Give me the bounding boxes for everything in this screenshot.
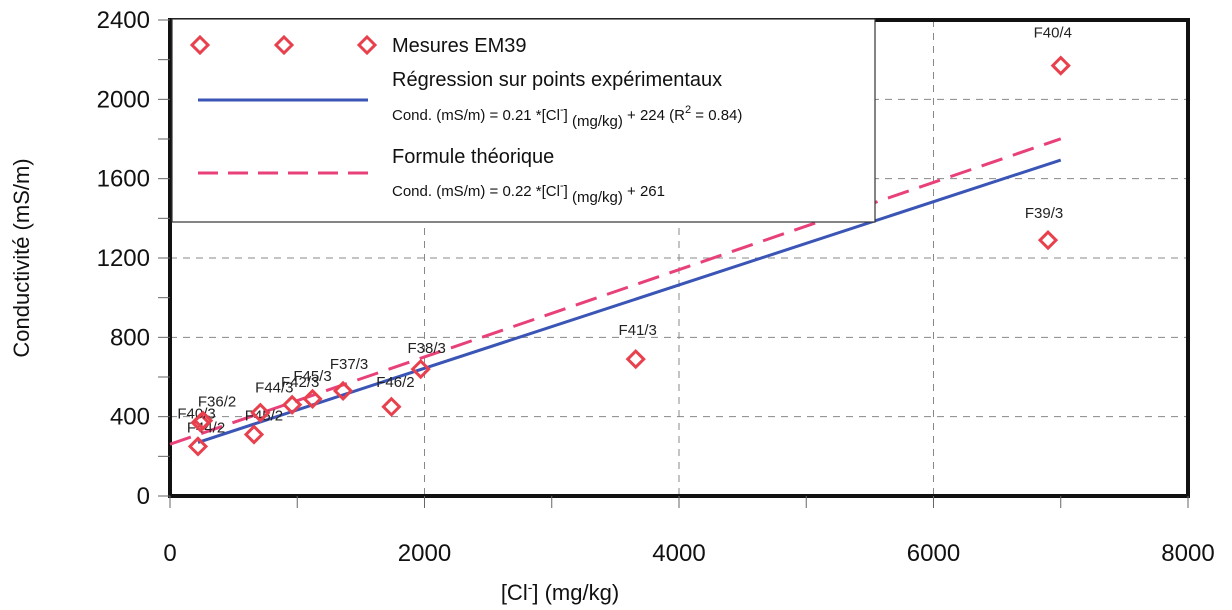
data-point bbox=[250, 402, 271, 423]
y-tick-label: 800 bbox=[110, 324, 150, 351]
point-label: F41/3 bbox=[619, 322, 657, 339]
data-point bbox=[1050, 55, 1071, 76]
y-tick-label: 1600 bbox=[97, 166, 150, 193]
point-label: F42/3 bbox=[281, 374, 319, 391]
data-point bbox=[625, 349, 646, 370]
y-tick-label: 2400 bbox=[97, 7, 150, 34]
legend-marker-3 bbox=[356, 34, 378, 56]
data-point bbox=[192, 410, 214, 431]
x-tick-label: 0 bbox=[163, 540, 176, 567]
legend: Mesures EM39 Régression sur points expér… bbox=[171, 18, 876, 223]
point-label: F46/2 bbox=[376, 374, 414, 391]
legend-marker-2 bbox=[273, 34, 295, 56]
data-point bbox=[243, 424, 265, 445]
x-tick-label: 6000 bbox=[907, 540, 960, 567]
data-point bbox=[410, 358, 431, 380]
data-point bbox=[187, 436, 209, 457]
legend-box bbox=[171, 18, 876, 223]
data-points: F44/2F40/3F36/2F45/2F44/3F42/3F45/3F37/3… bbox=[177, 25, 1072, 457]
point-label: F45/3 bbox=[293, 368, 331, 385]
series-lines bbox=[169, 137, 1062, 446]
x-tick-label: 4000 bbox=[652, 540, 705, 567]
point-label: F39/3 bbox=[1025, 205, 1063, 222]
x-tick-label: 8000 bbox=[1161, 540, 1214, 567]
point-label: F44/3 bbox=[255, 380, 293, 397]
point-label: F38/3 bbox=[408, 340, 446, 357]
y-axis-title: Conductivité (mS/m) bbox=[9, 158, 34, 357]
point-label: F40/4 bbox=[1034, 25, 1072, 42]
legend-regression-equation: Cond. (mS/m) = 0.21 *[Cl-] (mg/kg) + 224… bbox=[392, 104, 742, 130]
theory-line bbox=[169, 137, 1062, 446]
legend-regression-label: Régression sur points expérimentaux bbox=[392, 69, 722, 91]
legend-marker-1 bbox=[189, 34, 211, 56]
y-tick-label: 2000 bbox=[97, 86, 150, 113]
point-label: F37/3 bbox=[330, 356, 368, 373]
legend-markers-sample bbox=[189, 34, 378, 56]
y-tick-label: 1200 bbox=[97, 245, 150, 272]
point-label: F36/2 bbox=[198, 394, 236, 411]
data-point bbox=[1037, 230, 1059, 251]
regression-line bbox=[197, 158, 1062, 444]
point-label: F40/3 bbox=[177, 406, 215, 423]
x-axis-title: [Cl-] (mg/kg) bbox=[501, 579, 619, 605]
data-point bbox=[302, 388, 323, 409]
data-point bbox=[282, 394, 303, 415]
axis-ticks: 0 2000 4000 6000 8000 0 400 800 1200 1600 2000 2400 bbox=[97, 7, 1215, 567]
data-point bbox=[381, 396, 402, 417]
legend-markers-label: Mesures EM39 bbox=[392, 35, 527, 57]
y-tick-label: 0 bbox=[137, 483, 150, 510]
data-point bbox=[332, 380, 354, 402]
legend-theory-equation: Cond. (mS/m) = 0.22 *[Cl-] (mg/kg) + 261 bbox=[392, 180, 665, 206]
y-tick-label: 400 bbox=[110, 404, 150, 431]
legend-theory-label: Formule théorique bbox=[392, 146, 554, 168]
x-tick-label: 2000 bbox=[398, 540, 451, 567]
